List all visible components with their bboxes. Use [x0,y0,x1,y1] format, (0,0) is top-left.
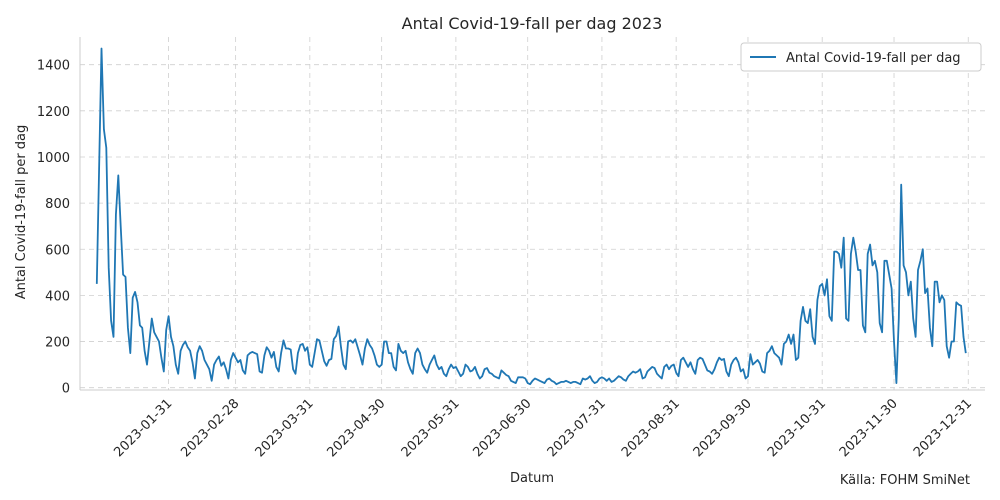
x-tick-label: 2023-08-31 [619,396,683,460]
x-tick-label: 2023-10-31 [765,396,829,460]
y-tick-label: 200 [45,336,70,351]
y-tick-label: 600 [45,243,70,258]
series-layer [95,47,967,386]
x-tick-label: 2023-07-31 [545,396,609,460]
legend-label: Antal Covid-19-fall per dag [786,51,961,66]
y-tick-label: 1000 [37,151,70,166]
y-tick-label: 1400 [37,59,70,74]
y-tick-label: 1200 [37,105,70,120]
y-tick-label: 0 [62,382,70,397]
x-tick-label: 2023-11-30 [837,396,901,460]
chart-title: Antal Covid-19-fall per dag 2023 [402,14,663,33]
x-tick-label: 2023-03-31 [253,396,317,460]
series-line [95,47,967,386]
x-axis-label: Datum [510,471,554,486]
axes [79,37,985,391]
y-tick-label: 400 [45,289,70,304]
source-note: Källa: FOHM SmiNet [839,473,970,488]
y-axis-label: Antal Covid-19-fall per dag [14,125,29,300]
x-tick-label: 2023-05-31 [399,396,463,460]
x-tick-label: 2023-09-30 [691,396,755,460]
x-tick-label: 2023-01-31 [111,396,175,460]
y-tick-label: 800 [45,197,70,212]
legend: Antal Covid-19-fall per dag [740,42,982,72]
x-tick-label: 2023-12-31 [911,396,975,460]
x-tick-label: 2023-02-28 [178,396,242,460]
legend-box [740,42,982,72]
x-tick-label: 2023-06-30 [471,396,535,460]
grid-layer [80,37,985,390]
x-tick-label: 2023-04-30 [324,396,388,460]
